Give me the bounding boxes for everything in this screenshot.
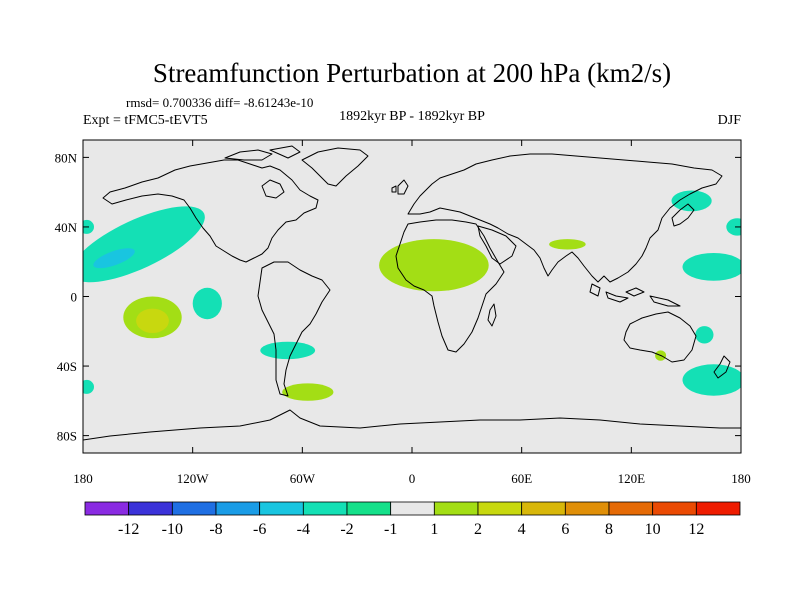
anomaly-australia-east-negative bbox=[695, 326, 714, 344]
map-background bbox=[83, 140, 741, 453]
x-tick-label: 120E bbox=[618, 471, 646, 486]
season-label: DJF bbox=[718, 113, 742, 128]
coastline-australia bbox=[623, 311, 697, 363]
y-tick-label: 40N bbox=[55, 220, 78, 235]
x-tick-label: 120W bbox=[177, 471, 210, 486]
colorbar-label: -1 bbox=[384, 521, 397, 538]
coastline-africa bbox=[395, 219, 505, 353]
colorbar-swatch bbox=[259, 501, 304, 516]
colorbar-swatch bbox=[695, 501, 741, 516]
colorbar-label: -10 bbox=[162, 521, 183, 538]
colorbar-label: 1 bbox=[430, 521, 438, 538]
colorbar-swatch bbox=[608, 501, 654, 516]
colorbar-label: -12 bbox=[118, 521, 139, 538]
colorbar-swatch bbox=[390, 501, 435, 516]
colorbar-swatch bbox=[346, 501, 392, 516]
coastline-hudson-bay bbox=[261, 179, 285, 199]
anomaly-dateline-north-negative bbox=[726, 218, 741, 236]
y-tick-label: 0 bbox=[71, 290, 78, 305]
colorbar-label: 8 bbox=[605, 521, 613, 538]
coastline-british-isles bbox=[391, 179, 409, 195]
colorbar-label: -8 bbox=[209, 521, 222, 538]
colorbar-swatch bbox=[652, 501, 697, 516]
coastline-japan bbox=[671, 203, 695, 227]
anomaly-tropical-atlantic-africa-positive bbox=[379, 239, 489, 292]
period-label: 1892kyr BP - 1892kyr BP bbox=[339, 109, 485, 124]
coastline-arabia bbox=[477, 225, 517, 265]
colorbar-swatch bbox=[128, 501, 173, 516]
x-tick-label: 180 bbox=[731, 471, 751, 486]
colorbar-swatch bbox=[521, 501, 566, 516]
y-tick-label: 80S bbox=[57, 429, 77, 444]
colorbar-label: 4 bbox=[518, 521, 526, 538]
colorbar-label: -4 bbox=[297, 521, 310, 538]
anomaly-south-pacific-core bbox=[136, 308, 169, 333]
colorbar-swatch bbox=[84, 501, 130, 516]
anomaly-dateline-south-negative bbox=[83, 379, 94, 394]
anomaly-arabian-sea-positive bbox=[549, 239, 586, 250]
colorbar-label: 6 bbox=[561, 521, 569, 538]
x-tick-label: 60E bbox=[511, 471, 532, 486]
anomaly-west-pacific-negative bbox=[682, 253, 741, 281]
anomaly-japan-negative bbox=[671, 190, 712, 212]
coastlines bbox=[83, 145, 741, 441]
anomaly-southwest-pacific-negative bbox=[682, 364, 741, 396]
colorbar-swatch bbox=[171, 501, 217, 516]
x-tick-label: 60W bbox=[290, 471, 316, 486]
colorbar-label: 10 bbox=[645, 521, 661, 538]
stats-text: rmsd= 0.700336 diff= -8.61243e-10 bbox=[126, 95, 313, 110]
coastline-new-zealand bbox=[713, 355, 731, 379]
colorbar-swatch bbox=[215, 501, 261, 516]
anomaly-tropical-pacific-negative bbox=[192, 287, 222, 320]
coastline-madagascar bbox=[487, 303, 497, 327]
colorbar-label: -2 bbox=[340, 521, 353, 538]
coastline-eurasia bbox=[407, 153, 723, 283]
colorbar-swatch bbox=[433, 501, 479, 516]
coastline-maritime-islands bbox=[589, 283, 681, 307]
colorbar-swatch bbox=[477, 501, 523, 516]
anomaly-south-atlantic-positive bbox=[282, 383, 334, 401]
colorbar-swatch bbox=[564, 501, 610, 516]
x-tick-label: 180 bbox=[73, 471, 93, 486]
colorbar-swatch bbox=[302, 501, 348, 516]
colorbar: -12 -10 -8 -6 -4 -2 -1 1 2 4 6 8 10 12 bbox=[84, 501, 741, 538]
coastline-canadian-islands bbox=[224, 145, 301, 161]
anomaly-south-america-negative bbox=[260, 341, 316, 360]
chart-title: Streamfunction Perturbation at 200 hPa (… bbox=[153, 58, 671, 88]
coastline-antarctica bbox=[83, 409, 741, 441]
colorbar-label: 2 bbox=[474, 521, 482, 538]
y-tick-label: 40S bbox=[57, 359, 77, 374]
coastline-north-america bbox=[102, 159, 319, 263]
axes: 180 120W 60W 0 60E 120E 180 80N 40N 0 40S 80S bbox=[55, 140, 751, 486]
coastline-south-america bbox=[257, 261, 331, 397]
x-tick-label: 0 bbox=[409, 471, 416, 486]
coastline-greenland bbox=[301, 147, 369, 187]
colorbar-label: -6 bbox=[253, 521, 266, 538]
anomaly-north-pacific-core bbox=[93, 248, 135, 269]
colorbar-label: 12 bbox=[688, 521, 704, 538]
y-tick-label: 80N bbox=[55, 150, 78, 165]
experiment-label: Expt = tFMC5-tEVT5 bbox=[83, 113, 208, 128]
